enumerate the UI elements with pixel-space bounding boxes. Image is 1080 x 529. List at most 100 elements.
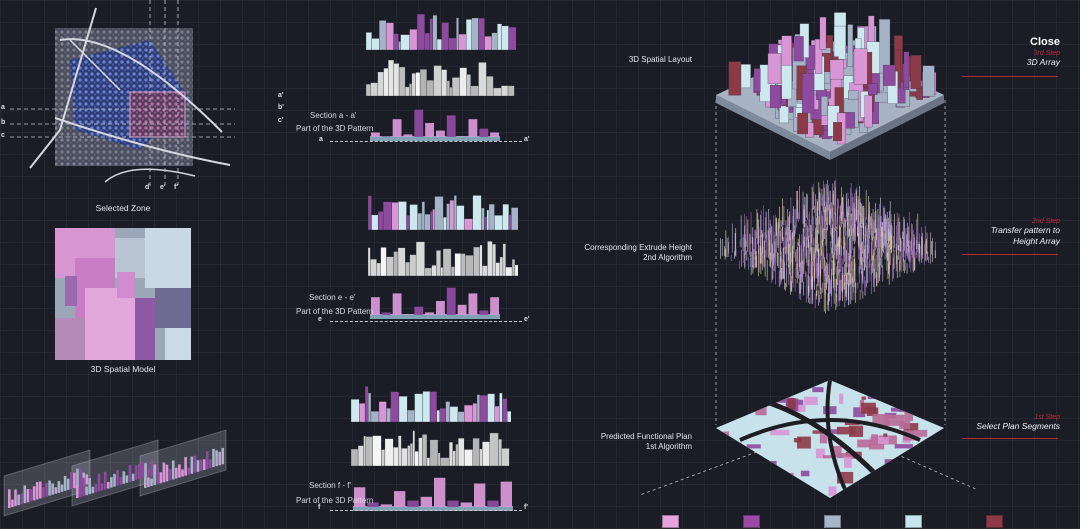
slanted-bar <box>134 465 138 480</box>
layer-3d-caption: 3D Spatial Layout <box>628 55 692 64</box>
spatial-layout-cube <box>716 12 944 160</box>
slanted-bar <box>8 489 11 508</box>
elevation-block <box>458 438 465 466</box>
plan-patch <box>849 425 864 437</box>
elevation-block <box>432 15 438 50</box>
plan-patch <box>890 388 904 395</box>
plan-patch <box>913 474 922 479</box>
elevation-block <box>417 212 423 230</box>
plan-patch <box>910 454 920 459</box>
legend-swatch-bluegray <box>824 515 841 528</box>
elevation-block <box>393 63 400 96</box>
cube-block <box>910 55 922 89</box>
elevation-block <box>409 83 412 96</box>
plan-patch <box>870 389 883 398</box>
section-a-end: a' <box>524 136 530 143</box>
elevation-block <box>479 244 483 276</box>
plan-patch <box>722 401 731 413</box>
slanted-bar <box>116 470 119 486</box>
plan-patch <box>927 449 942 459</box>
elevation-block <box>450 266 455 276</box>
plan-patch <box>924 396 944 408</box>
plan-patch <box>724 457 743 468</box>
plan-patch <box>853 407 866 418</box>
section-bar <box>392 119 402 137</box>
section-bar <box>490 297 499 315</box>
plan-patch <box>746 468 753 477</box>
elevation-block <box>390 391 400 422</box>
section-bar <box>425 312 434 315</box>
layer-plan-caption-line1: Predicted Functional Plan <box>600 432 692 441</box>
elevation-block <box>363 435 366 466</box>
elevation-block <box>455 443 459 466</box>
section-bar <box>479 310 489 315</box>
section-f-end: f' <box>524 504 528 511</box>
slanted-bar <box>150 478 153 487</box>
step-1-underline <box>962 438 1058 439</box>
elevation-block <box>486 209 490 230</box>
slanted-bar <box>23 485 27 504</box>
section-e-end: e' <box>524 316 530 323</box>
plan-patch <box>938 483 944 493</box>
elevation-block <box>502 203 509 230</box>
slanted-bar <box>119 477 122 485</box>
elevation-block <box>481 265 488 276</box>
section-e-elevation-color <box>368 195 518 230</box>
elevation-block <box>492 243 496 276</box>
elevation-block <box>393 447 399 466</box>
elevation-block <box>405 261 410 276</box>
elevation-block <box>488 203 495 230</box>
elevation-block <box>371 214 379 230</box>
plan-patch <box>844 456 852 468</box>
elevation-block <box>508 27 516 50</box>
step-2-block: 2nd Step Transfer pattern to Height Arra… <box>960 218 1060 247</box>
elevation-block <box>454 253 462 276</box>
section-block-e <box>362 192 542 327</box>
slanted-bar <box>196 460 200 472</box>
section-bar <box>403 314 413 315</box>
slanted-bar <box>32 486 36 501</box>
section-bar <box>460 502 472 507</box>
plan-patch <box>923 458 936 466</box>
step-2-label: 2nd Step <box>1031 218 1060 225</box>
elevation-block <box>415 241 425 276</box>
section-a-elevation-color <box>366 14 516 50</box>
section-bar <box>381 136 391 137</box>
elevation-block <box>491 32 498 50</box>
elevation-block <box>479 395 488 422</box>
slanted-bar <box>79 468 82 487</box>
cube-block <box>769 85 781 109</box>
slanted-bar <box>156 466 159 485</box>
elevation-block <box>434 196 444 230</box>
plan-patch <box>857 439 872 448</box>
elevation-block <box>398 66 406 96</box>
elevation-block <box>377 71 384 96</box>
section-a-start: a <box>319 136 323 143</box>
elevation-block <box>370 258 377 276</box>
slanted-bar <box>107 481 110 489</box>
cube-block <box>922 65 935 97</box>
functional-plan-tile <box>716 380 944 498</box>
cube-block <box>781 35 792 66</box>
elevation-block <box>368 392 372 422</box>
plan-patch <box>823 455 835 459</box>
elevation-block <box>397 247 406 276</box>
slanted-bar <box>85 486 88 496</box>
slanted-bar <box>39 481 42 499</box>
elevation-block <box>499 392 503 422</box>
slanted-bar <box>79 485 82 498</box>
close-button[interactable]: Close <box>1030 36 1060 48</box>
elevation-block <box>436 38 442 50</box>
plan-patch <box>752 487 766 495</box>
section-e-bar-chart <box>370 287 500 319</box>
elevation-block <box>421 201 425 230</box>
plan-patch <box>877 382 885 395</box>
slanted-bar <box>150 460 153 476</box>
step-2-underline <box>962 254 1058 255</box>
elevation-block <box>366 32 372 50</box>
line-label-d: d' <box>145 184 151 191</box>
plan-patch <box>884 414 905 426</box>
slanted-bar <box>110 477 113 488</box>
section-e-subtitle: Part of the 3D Pattern <box>296 307 374 316</box>
elevation-block <box>460 253 466 276</box>
